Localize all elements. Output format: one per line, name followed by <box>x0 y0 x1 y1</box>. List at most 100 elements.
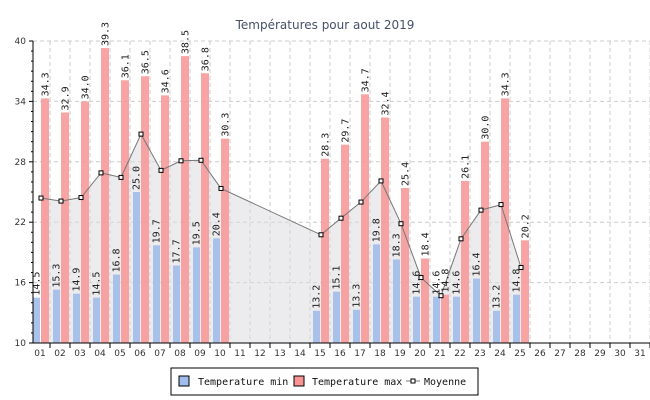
x-tick-label: 29 <box>594 349 606 359</box>
label-max: 26.1 <box>461 155 472 179</box>
legend-label-avg: Moyenne <box>424 377 466 388</box>
label-max: 30.3 <box>221 113 232 137</box>
legend-swatch-max <box>293 375 305 387</box>
bar-min <box>513 294 520 343</box>
bar-min <box>213 238 220 343</box>
average-marker <box>478 207 484 213</box>
label-min: 13.2 <box>312 285 323 309</box>
label-min: 13.2 <box>492 285 503 309</box>
x-tick-label: 06 <box>134 349 146 359</box>
bar-max <box>81 101 89 344</box>
bar-min <box>493 310 500 343</box>
bar-max <box>141 76 149 343</box>
x-tick-label: 09 <box>194 349 206 359</box>
label-max: 32.4 <box>381 91 392 115</box>
average-marker <box>178 158 184 164</box>
bar-min <box>93 297 100 343</box>
average-marker <box>398 221 404 227</box>
average-marker <box>198 157 204 163</box>
average-marker <box>218 185 224 191</box>
x-tick-label: 14 <box>294 349 306 359</box>
x-tick-label: 15 <box>314 349 325 359</box>
bar-min <box>33 297 40 343</box>
label-min: 14.8 <box>512 269 523 293</box>
x-tick-label: 17 <box>354 349 365 359</box>
bar-min <box>313 310 320 343</box>
bar-max <box>41 98 49 343</box>
bar-max <box>181 56 189 343</box>
bar-max <box>321 158 329 343</box>
average-marker <box>438 293 444 299</box>
label-min: 15.3 <box>52 264 63 288</box>
average-marker <box>418 275 424 281</box>
bar-max <box>401 187 409 343</box>
x-tick-label: 04 <box>94 349 106 359</box>
x-tick-label: 12 <box>254 349 265 359</box>
bar-max <box>221 138 229 343</box>
label-max: 36.8 <box>201 47 212 71</box>
x-tick-label: 30 <box>614 349 626 359</box>
label-max: 34.6 <box>161 69 172 93</box>
label-min: 15.1 <box>332 266 343 290</box>
x-tick-label: 13 <box>274 349 285 359</box>
x-tick-label: 03 <box>74 349 85 359</box>
bar-max <box>441 294 449 343</box>
label-max: 29.7 <box>341 119 352 143</box>
bar-max <box>461 180 469 343</box>
legend-label-min: Temperature min <box>198 377 288 388</box>
label-min: 20.4 <box>212 212 223 236</box>
average-marker <box>98 170 104 176</box>
y-tick-label: 22 <box>15 218 26 228</box>
y-tick-label: 16 <box>15 279 27 289</box>
bar-max <box>481 141 489 343</box>
bar-min <box>373 244 380 343</box>
label-min: 19.5 <box>192 221 203 245</box>
label-max: 30.0 <box>481 116 492 140</box>
x-tick-label: 26 <box>534 349 546 359</box>
label-min: 14.5 <box>92 272 103 296</box>
x-tick-label: 19 <box>394 349 406 359</box>
x-tick-label: 27 <box>554 349 565 359</box>
average-marker <box>158 167 164 173</box>
average-marker <box>138 131 144 137</box>
bar-min <box>433 296 440 343</box>
bar-max <box>61 112 69 344</box>
label-min: 18.3 <box>392 233 403 257</box>
label-min: 17.7 <box>172 239 183 263</box>
average-marker <box>498 202 504 208</box>
legend-swatch-min <box>178 375 190 387</box>
bar-max <box>101 48 109 344</box>
bar-min <box>473 278 480 343</box>
x-tick-label: 25 <box>514 349 525 359</box>
bar-max <box>201 73 209 344</box>
average-marker <box>358 199 364 205</box>
label-max: 34.7 <box>361 68 372 92</box>
average-marker <box>38 195 44 201</box>
bar-min <box>153 245 160 343</box>
x-tick-label: 18 <box>374 349 386 359</box>
bar-max <box>161 95 169 343</box>
bar-min <box>353 309 360 343</box>
label-max: 36.1 <box>121 54 132 78</box>
x-tick-label: 23 <box>474 349 485 359</box>
label-min: 13.3 <box>352 284 363 308</box>
x-tick-label: 01 <box>34 349 45 359</box>
label-max: 18.4 <box>421 232 432 256</box>
x-tick-label: 20 <box>414 349 426 359</box>
label-min: 14.6 <box>412 271 423 295</box>
label-min: 25.0 <box>132 166 143 190</box>
label-max: 32.9 <box>61 86 72 110</box>
label-max: 36.5 <box>141 50 152 74</box>
bar-max <box>121 80 129 343</box>
x-tick-label: 10 <box>214 349 226 359</box>
average-marker <box>518 265 524 270</box>
label-max: 39.3 <box>101 22 112 46</box>
bar-max <box>341 144 349 343</box>
bar-max <box>381 117 389 343</box>
label-min: 16.8 <box>112 248 123 272</box>
bar-max <box>501 98 509 343</box>
label-max: 34.0 <box>81 75 92 99</box>
x-tick-label: 07 <box>154 349 165 359</box>
x-tick-label: 21 <box>434 349 445 359</box>
